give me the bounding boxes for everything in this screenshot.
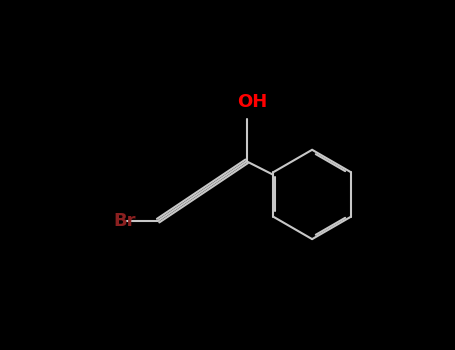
Text: Br: Br <box>113 212 136 230</box>
Text: OH: OH <box>237 93 267 111</box>
